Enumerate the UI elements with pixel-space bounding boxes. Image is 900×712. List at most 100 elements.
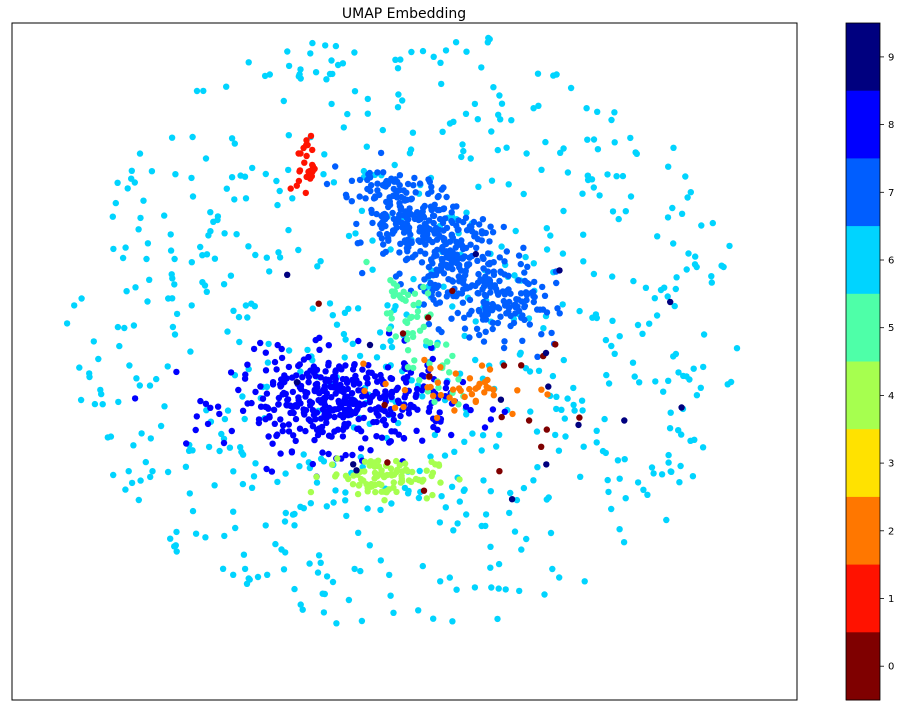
- data-point: [345, 232, 353, 240]
- colorbar-segment-9: [846, 23, 880, 92]
- data-point: [432, 461, 439, 468]
- data-point: [543, 461, 550, 468]
- data-point: [466, 296, 474, 304]
- data-point: [501, 338, 508, 345]
- data-point: [391, 288, 398, 295]
- data-point: [318, 396, 325, 404]
- data-point: [246, 576, 253, 583]
- data-point: [348, 198, 355, 205]
- data-point: [332, 163, 339, 170]
- data-point: [486, 238, 493, 245]
- data-point: [377, 149, 385, 157]
- data-point: [136, 150, 144, 157]
- data-point: [285, 421, 292, 428]
- data-point: [724, 381, 731, 388]
- data-point: [408, 48, 415, 56]
- data-point: [326, 300, 334, 307]
- data-point: [309, 39, 316, 47]
- data-point: [210, 218, 217, 225]
- data-point: [321, 151, 328, 158]
- data-point: [273, 177, 280, 185]
- data-point: [360, 167, 368, 175]
- data-point: [667, 409, 674, 416]
- data-point: [651, 295, 658, 302]
- data-point: [239, 480, 247, 488]
- data-point: [414, 313, 421, 320]
- data-point: [676, 479, 683, 486]
- data-point: [439, 128, 446, 135]
- data-point: [648, 464, 656, 471]
- data-point: [560, 145, 567, 152]
- data-point: [312, 416, 319, 423]
- data-point: [633, 150, 640, 157]
- data-point: [685, 250, 692, 257]
- data-point: [272, 540, 279, 548]
- data-point: [387, 592, 394, 599]
- data-point: [670, 353, 677, 360]
- colorbar-tick-label: 5: [888, 323, 894, 334]
- data-point: [374, 473, 381, 480]
- data-point: [570, 384, 577, 392]
- data-point: [373, 354, 381, 361]
- data-point: [708, 273, 715, 280]
- data-point: [437, 364, 444, 371]
- data-point: [453, 586, 460, 593]
- data-point: [302, 427, 309, 435]
- data-point: [478, 64, 485, 71]
- data-point: [594, 108, 601, 116]
- data-point: [427, 383, 434, 391]
- data-point: [393, 468, 400, 476]
- data-point: [583, 105, 590, 112]
- data-point: [689, 473, 697, 480]
- data-point: [354, 490, 362, 498]
- data-point: [248, 399, 255, 407]
- data-point: [135, 496, 142, 504]
- colorbar-tick-label: 7: [888, 188, 894, 199]
- data-point: [320, 458, 328, 465]
- colorbar-tick-label: 2: [888, 526, 894, 537]
- data-point: [476, 221, 483, 228]
- data-point: [593, 427, 600, 434]
- data-point: [235, 386, 242, 394]
- data-point: [486, 261, 493, 268]
- cluster-5: [363, 258, 467, 408]
- data-point: [671, 302, 678, 310]
- data-point: [334, 61, 342, 69]
- data-point: [410, 212, 417, 219]
- data-point: [446, 238, 454, 245]
- data-point: [314, 431, 322, 439]
- data-point: [291, 522, 298, 529]
- data-point: [538, 166, 545, 173]
- data-point: [489, 229, 497, 236]
- data-point: [338, 366, 345, 373]
- data-point: [274, 431, 281, 438]
- data-point: [603, 371, 610, 379]
- data-point: [332, 487, 339, 494]
- data-point: [400, 403, 407, 411]
- data-point: [278, 382, 285, 389]
- data-point: [173, 368, 180, 376]
- data-point: [553, 393, 560, 400]
- data-point: [285, 226, 292, 234]
- data-point: [419, 47, 427, 55]
- data-point: [133, 375, 140, 382]
- data-point: [328, 461, 336, 468]
- data-point: [401, 197, 409, 204]
- colorbar-segment-6: [846, 226, 880, 295]
- data-point: [168, 271, 175, 278]
- data-point: [244, 314, 251, 321]
- data-point: [395, 91, 402, 98]
- data-point: [219, 565, 227, 572]
- data-point: [99, 401, 106, 408]
- data-point: [369, 266, 376, 273]
- data-point: [285, 132, 292, 139]
- scatter-points: [63, 34, 741, 627]
- data-point: [115, 398, 122, 406]
- data-point: [441, 237, 448, 245]
- data-point: [620, 539, 628, 546]
- data-point: [456, 261, 463, 269]
- data-point: [652, 378, 659, 385]
- data-point: [199, 279, 206, 286]
- data-point: [205, 443, 213, 451]
- data-point: [384, 180, 392, 188]
